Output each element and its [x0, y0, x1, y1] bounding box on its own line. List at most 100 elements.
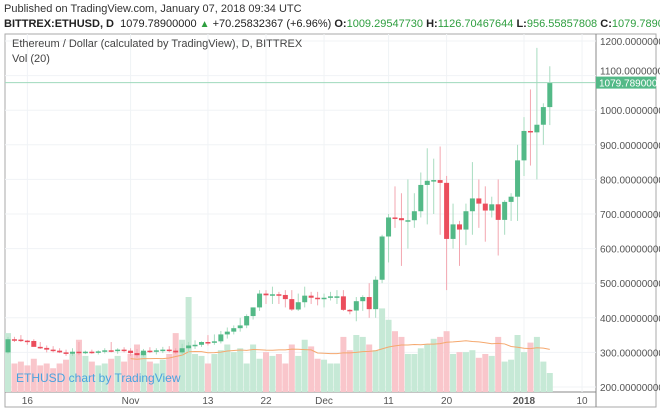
candle-body: [424, 180, 430, 185]
volume-bar: [75, 339, 82, 392]
volume-bar: [288, 344, 295, 392]
volume-bar: [527, 342, 534, 392]
last-price-label: 1079.78900000: [599, 79, 660, 90]
volume-bar: [346, 350, 353, 392]
candle-body: [411, 211, 417, 221]
x-tick-label: 16: [22, 396, 34, 407]
candle-body: [321, 297, 327, 300]
low-label: L:: [516, 18, 527, 30]
volume-bar: [17, 361, 24, 392]
candle-body: [353, 301, 359, 311]
volume-bar: [482, 354, 489, 392]
volume-bar: [295, 355, 302, 392]
volume-bar: [114, 355, 121, 392]
candle-body: [469, 198, 475, 212]
candle-body: [44, 347, 50, 350]
candle-body: [508, 196, 514, 202]
candle-body: [82, 351, 88, 354]
volume-title: Vol (20): [12, 53, 50, 65]
volume-bar: [424, 344, 431, 392]
candle-body: [295, 302, 301, 310]
volume-bar: [282, 363, 289, 392]
candle-body: [263, 293, 269, 296]
volume-bar: [63, 359, 70, 392]
symbol: BITTREX:ETHUSD, D: [4, 18, 114, 30]
open-label: O:: [334, 18, 347, 30]
candle-body: [140, 350, 146, 356]
volume-bar: [121, 361, 128, 392]
candle-body: [250, 307, 256, 317]
candle-body: [482, 203, 488, 211]
y-tick-label: 1000.00000000: [600, 106, 660, 117]
volume-bar: [308, 346, 315, 392]
candle-body: [405, 220, 411, 222]
volume-bar: [243, 363, 250, 392]
volume-bar: [230, 352, 237, 392]
volume-bar: [359, 336, 366, 392]
volume-bar: [475, 357, 482, 392]
candle-body: [218, 334, 224, 342]
volume-bar: [192, 354, 199, 392]
volume-bar: [275, 354, 282, 392]
volume-bar: [250, 344, 257, 392]
candle-body: [224, 331, 230, 335]
x-tick-label: 2018: [513, 396, 536, 407]
volume-bar: [462, 352, 469, 392]
volume-bar: [5, 333, 11, 392]
candle-body: [24, 340, 30, 343]
published-note: Published on TradingView.com, January 07…: [4, 3, 302, 15]
x-tick-label: 22: [260, 396, 272, 407]
candle-body: [192, 344, 198, 347]
candle-body: [398, 218, 404, 221]
volume-bar: [56, 363, 63, 392]
x-tick-label: 10: [576, 396, 588, 407]
candle-body: [199, 342, 204, 345]
volume-bar: [508, 359, 515, 392]
volume-bar: [314, 358, 321, 392]
candle-body: [121, 349, 127, 352]
volume-bar: [456, 352, 463, 392]
volume-bar: [172, 333, 179, 392]
candle-body: [89, 351, 95, 354]
candle-body: [334, 296, 340, 298]
candle-body: [95, 351, 101, 353]
volume-bar: [95, 365, 102, 392]
candle-body: [476, 198, 482, 204]
volume-bar: [88, 361, 95, 392]
x-tick-label: 11: [383, 396, 394, 407]
watermark: ETHUSD chart by TradingView: [16, 371, 181, 385]
candle-body: [237, 325, 243, 329]
volume-bar: [30, 358, 37, 392]
candle-body: [231, 328, 237, 332]
volume-bar: [540, 361, 547, 392]
x-tick-label: Dec: [315, 396, 333, 407]
high-value: 1126.70467644: [437, 18, 514, 30]
candle-body: [18, 339, 24, 342]
volume-bar: [437, 336, 444, 392]
candle-body: [463, 211, 469, 230]
candle-body: [347, 309, 353, 312]
candle-body: [302, 295, 308, 303]
open-value: 1009.29547730: [346, 18, 424, 30]
volume-bar: [495, 336, 502, 392]
y-tick-label: 1100.00000000: [600, 67, 660, 78]
candle-body: [431, 180, 437, 182]
x-tick-label: 13: [202, 396, 214, 407]
volume-bar: [546, 373, 553, 392]
candle-body: [444, 182, 450, 239]
candle-body: [360, 297, 366, 302]
y-tick-label: 1200.00000000: [600, 37, 660, 48]
volume-bar: [450, 354, 457, 392]
candle-body: [276, 294, 282, 296]
volume-bar: [379, 308, 386, 392]
y-tick-label: 300.00000000: [600, 348, 660, 359]
volume-bar: [198, 355, 205, 392]
candle-body: [437, 180, 443, 183]
candle-body: [269, 294, 275, 296]
candle-body: [31, 340, 37, 347]
volume-bar: [372, 350, 379, 392]
volume-bar: [321, 359, 328, 392]
volume-bar: [333, 363, 340, 392]
candle-body: [373, 279, 379, 310]
